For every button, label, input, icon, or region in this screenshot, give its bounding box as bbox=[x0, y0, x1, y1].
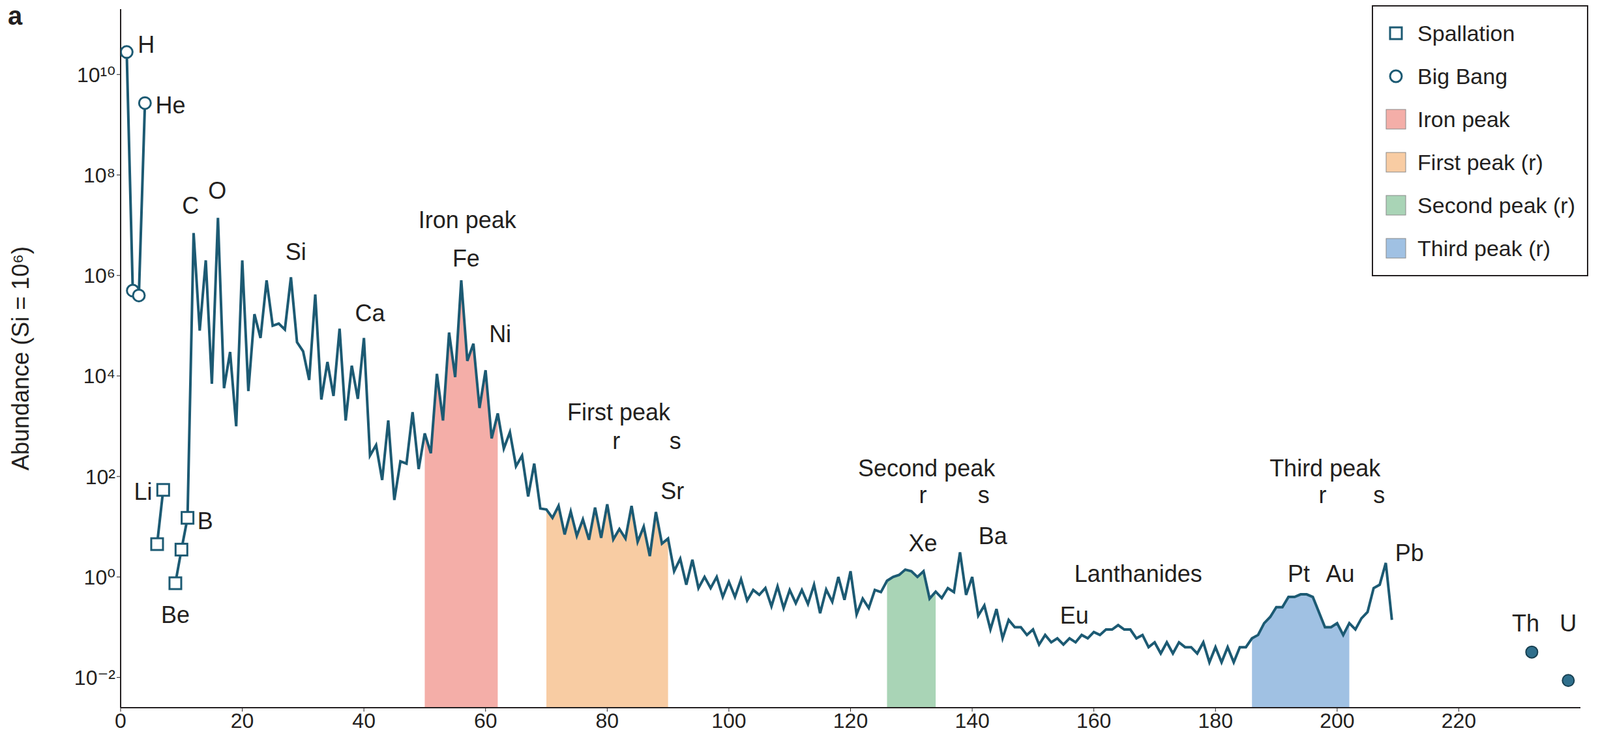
svg-text:Th: Th bbox=[1511, 610, 1540, 638]
svg-text:10²: 10² bbox=[85, 465, 117, 489]
svg-text:Pb: Pb bbox=[1395, 539, 1424, 567]
svg-text:Xe: Xe bbox=[908, 530, 937, 557]
svg-text:H: H bbox=[137, 31, 155, 59]
svg-text:Third peak: Third peak bbox=[1269, 455, 1381, 482]
svg-text:B: B bbox=[197, 507, 214, 535]
svg-text:Au: Au bbox=[1325, 560, 1355, 588]
svg-text:10⁴: 10⁴ bbox=[83, 364, 116, 388]
svg-text:Iron peak: Iron peak bbox=[418, 206, 518, 234]
svg-text:140: 140 bbox=[954, 709, 990, 733]
svg-text:10⁸: 10⁸ bbox=[83, 163, 116, 188]
svg-text:Abundance (Si = 10⁶): Abundance (Si = 10⁶) bbox=[7, 246, 34, 471]
svg-text:U: U bbox=[1559, 610, 1577, 638]
svg-text:Lanthanides: Lanthanides bbox=[1074, 560, 1203, 588]
svg-text:10⁶: 10⁶ bbox=[83, 264, 116, 288]
svg-text:Pt: Pt bbox=[1287, 560, 1310, 588]
svg-text:80: 80 bbox=[595, 709, 620, 733]
svg-text:0: 0 bbox=[114, 709, 127, 733]
svg-text:r: r bbox=[1318, 481, 1327, 509]
svg-text:He: He bbox=[155, 91, 186, 119]
svg-text:C: C bbox=[181, 192, 199, 220]
html-text:Iron peak: Iron peak bbox=[1417, 106, 1510, 132]
svg-text:s: s bbox=[669, 427, 682, 455]
html-text:Spallation: Spallation bbox=[1417, 20, 1515, 46]
svg-text:s: s bbox=[1373, 481, 1385, 509]
svg-text:Li: Li bbox=[134, 478, 153, 506]
svg-text:Ni: Ni bbox=[488, 320, 512, 348]
svg-text:100: 100 bbox=[711, 709, 746, 733]
svg-text:10¹⁰: 10¹⁰ bbox=[76, 63, 116, 87]
html-text:Big Bang: Big Bang bbox=[1417, 63, 1508, 89]
svg-text:180: 180 bbox=[1198, 709, 1233, 733]
html-text:First peak (r): First peak (r) bbox=[1417, 149, 1544, 175]
svg-text:O: O bbox=[207, 177, 227, 205]
html-text:a: a bbox=[7, 1, 23, 30]
svg-text:200: 200 bbox=[1319, 709, 1355, 733]
svg-text:Be: Be bbox=[161, 601, 190, 629]
svg-text:10⁰: 10⁰ bbox=[84, 565, 116, 590]
svg-text:Second peak: Second peak bbox=[858, 455, 996, 482]
svg-text:Sr: Sr bbox=[660, 477, 684, 505]
svg-text:220: 220 bbox=[1441, 709, 1477, 733]
svg-text:Ca: Ca bbox=[354, 299, 386, 327]
svg-text:60: 60 bbox=[474, 709, 498, 733]
svg-text:Eu: Eu bbox=[1060, 602, 1089, 630]
svg-text:r: r bbox=[612, 427, 621, 455]
svg-text:Si: Si bbox=[285, 238, 307, 266]
svg-text:10⁻²: 10⁻² bbox=[74, 666, 116, 690]
svg-text:r: r bbox=[919, 481, 928, 509]
svg-text:20: 20 bbox=[230, 709, 255, 733]
svg-text:160: 160 bbox=[1076, 709, 1112, 733]
svg-text:40: 40 bbox=[352, 709, 376, 733]
html-text:Third peak (r): Third peak (r) bbox=[1417, 235, 1551, 261]
svg-text:s: s bbox=[977, 481, 990, 509]
svg-text:120: 120 bbox=[833, 709, 868, 733]
svg-text:Fe: Fe bbox=[452, 245, 480, 272]
html-text:Second peak (r): Second peak (r) bbox=[1417, 192, 1576, 218]
svg-text:Ba: Ba bbox=[978, 522, 1008, 550]
svg-text:First peak: First peak bbox=[567, 399, 671, 426]
